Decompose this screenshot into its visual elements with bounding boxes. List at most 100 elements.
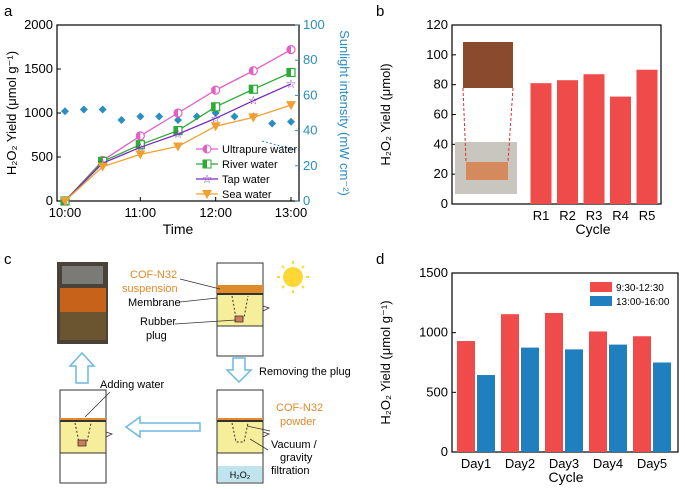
panel-label-c: c — [4, 251, 12, 268]
plug-label: plug — [146, 330, 167, 342]
ytick-label-d: 0 — [441, 444, 448, 459]
h2o2-label: H₂O₂ — [230, 470, 251, 480]
xlabel-a: Time — [163, 221, 194, 237]
device-bottom-left — [59, 389, 114, 484]
sunlight-point — [117, 116, 126, 125]
ytick-label-d: 1500 — [419, 265, 448, 280]
sunlight-point — [287, 117, 295, 126]
device-bottom-right: H₂O₂ — [216, 389, 271, 484]
xtick-label-d: Day2 — [505, 456, 535, 471]
series-point-3 — [248, 113, 259, 123]
series-point-2: ☆ — [248, 94, 259, 108]
y2tick-label-a: 60 — [303, 87, 317, 102]
ytick-label-b: 20 — [434, 166, 448, 181]
series-point-fill-1 — [211, 102, 216, 111]
ytick-label-b: 100 — [426, 47, 448, 62]
series-point-fill-0 — [211, 86, 216, 95]
legend-marker-fill-0 — [203, 145, 207, 153]
series-point-fill-1 — [287, 68, 291, 77]
y2tick-label-a: 40 — [303, 123, 317, 138]
arrow-down — [225, 357, 253, 384]
series-point-fill-1 — [136, 140, 141, 149]
bar-d-1 — [477, 375, 495, 452]
ytick-label-d: 1000 — [419, 325, 448, 340]
ytick-label-a: 0 — [46, 193, 53, 208]
bar-b — [557, 80, 578, 204]
bar-b — [610, 96, 631, 204]
series-point-2: ☆ — [210, 111, 221, 125]
series-point-3 — [60, 197, 70, 206]
arrow-left — [124, 415, 201, 439]
sunlight-point — [155, 112, 164, 121]
xtick-label-d: Day3 — [549, 456, 579, 471]
ytick-label-b: 80 — [434, 77, 448, 92]
process-arrows — [68, 351, 253, 439]
photo-device-sample — [466, 162, 508, 180]
photo-bottom — [60, 312, 106, 340]
sunlight-point — [230, 112, 239, 121]
ylabel-b: H₂O₂ Yield (μmol) — [378, 63, 393, 165]
xtick-label-a: 12:00 — [199, 205, 232, 220]
bar-d-0 — [589, 331, 607, 452]
series-point-fill-0 — [287, 45, 291, 54]
series-point-fill-0 — [249, 66, 254, 75]
membrane-label: Membrane — [128, 297, 181, 309]
device-top-right — [216, 262, 271, 357]
xtick-label-b: R4 — [612, 208, 629, 223]
series-point-3 — [173, 142, 183, 152]
bar-b — [583, 74, 605, 204]
cof-suspension-line1: COF-N32 — [130, 269, 177, 281]
bar-b — [530, 83, 552, 204]
panel-label-d: d — [376, 251, 384, 268]
filtration-diagram: H₂O₂ COF-N32 — [57, 261, 351, 484]
ytick-label-a: 2000 — [24, 17, 53, 32]
ytick-label-d: 500 — [426, 384, 448, 399]
panel-label-a: a — [4, 3, 13, 20]
series-point-fill-1 — [174, 126, 178, 135]
cof-suspension-label: COF-N32 — [130, 269, 177, 281]
zoom-line-left — [462, 87, 467, 163]
bar-d-0 — [501, 314, 519, 452]
arrow-up — [68, 351, 96, 384]
ytick-label-a: 1000 — [24, 105, 53, 120]
sun-icon — [277, 261, 309, 293]
series-point-3 — [97, 162, 108, 172]
legend-label-3: Sea water — [222, 189, 272, 201]
bar-d-0 — [545, 312, 563, 452]
ytick-label-b: 120 — [426, 17, 448, 32]
series-point-3 — [210, 122, 221, 132]
xtick-label-a: 11:00 — [125, 205, 157, 220]
ytick-label-a: 1500 — [24, 61, 53, 76]
legend-swatch-d-1 — [590, 296, 612, 306]
sunlight-point — [268, 119, 277, 128]
bar-d-1 — [653, 362, 671, 452]
ytick-label-b: 60 — [434, 107, 448, 122]
vacuum-line2: gravity — [280, 452, 313, 464]
bar-d-1 — [609, 344, 627, 452]
panel-label-b: b — [376, 3, 384, 20]
y2tick-label-a: 0 — [303, 193, 310, 208]
xtick-label-d: Day1 — [461, 456, 491, 471]
xtick-label-b: R3 — [586, 208, 603, 223]
sunlight-point — [61, 107, 69, 116]
photo-suspension — [60, 288, 106, 312]
ytick-label-b: 40 — [434, 136, 448, 151]
xtick-label-d: Day5 — [637, 456, 667, 471]
series-point-2: ☆ — [286, 77, 297, 91]
xlabel-b: Cycle — [575, 221, 610, 237]
rubber-label: Rubber — [140, 316, 176, 328]
series-point-fill-1 — [249, 85, 254, 94]
vacuum-line1: Vacuum / — [271, 439, 318, 451]
xtick-label-a: 10:00 — [49, 205, 82, 220]
xtick-label-b: R1 — [533, 208, 550, 223]
xtick-label-a: 13:00 — [275, 205, 308, 220]
sunlight-point — [174, 116, 182, 125]
chart-a: 0 500 1000 1500 2000 0 20 40 60 80 100 10:00 11:00 12… — [4, 17, 352, 237]
ytick-label-a: 500 — [31, 149, 53, 164]
legend-label-d-0: 9:30-12:30 — [616, 283, 664, 294]
y2label-a: Sunlight intensity (mW cm⁻²) — [337, 30, 352, 196]
sunlight-arrow — [261, 140, 297, 151]
y2tick-label-a: 20 — [303, 158, 317, 173]
